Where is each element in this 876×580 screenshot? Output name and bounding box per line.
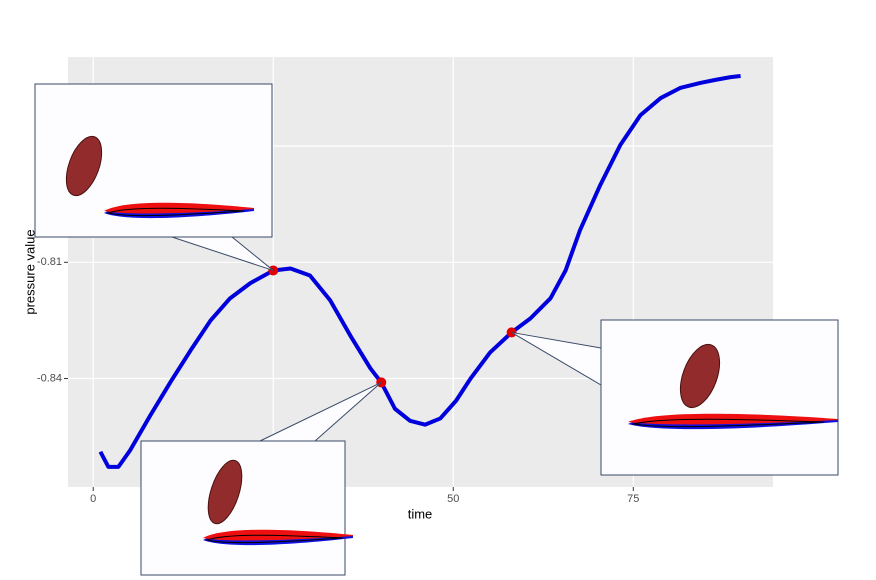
inset [140, 440, 354, 576]
x-tick-label: 0 [90, 493, 96, 505]
x-tick-label: 75 [627, 493, 639, 505]
x-tick-label: 50 [447, 493, 459, 505]
inset [34, 83, 273, 238]
line-series [98, 73, 741, 469]
y-tick-label: -0.81 [37, 256, 62, 268]
y-axis-title: pressure value [22, 229, 37, 314]
inset [600, 319, 839, 476]
y-tick-label: -0.84 [37, 372, 62, 384]
x-axis-title: time [408, 506, 433, 521]
